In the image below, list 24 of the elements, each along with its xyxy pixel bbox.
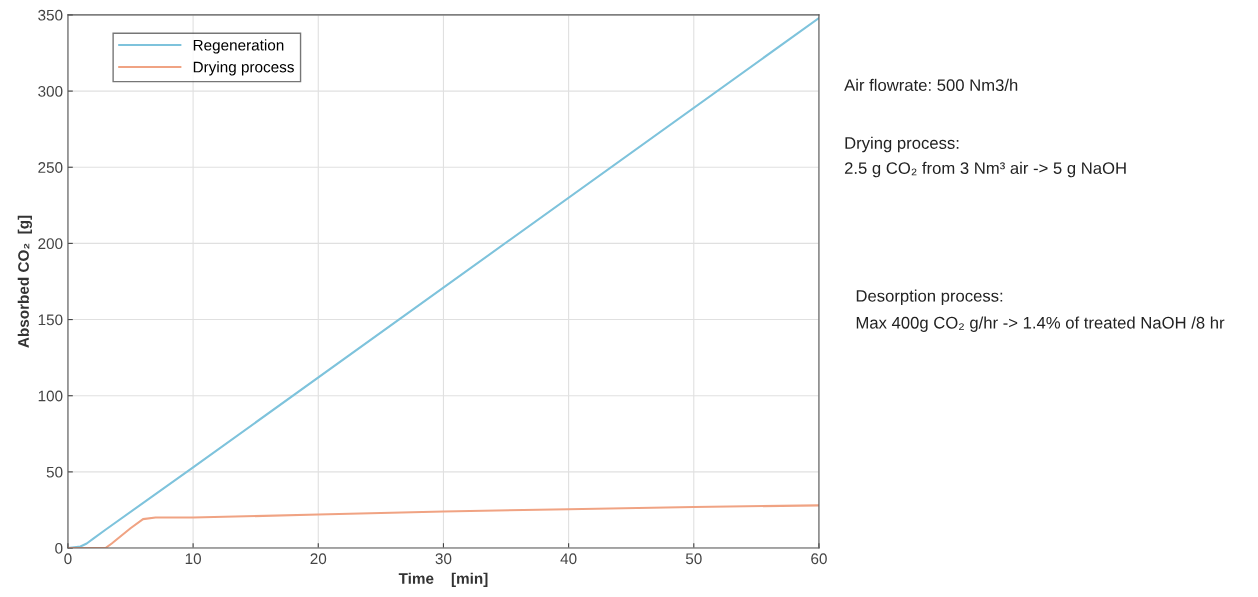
y-tick-label: 150 xyxy=(38,314,63,326)
y-tick-label: 100 xyxy=(38,390,63,402)
text: Desorption process: xyxy=(856,289,1003,306)
x-tick-label: 0 xyxy=(64,553,72,565)
y-tick-label: 250 xyxy=(38,162,63,173)
y-axis-title: Absorbed CO₂ [g] xyxy=(17,215,33,348)
legend-label: Drying process xyxy=(193,61,294,76)
y-tick-label: 50 xyxy=(46,466,63,478)
text: 2.5 g CO₂ from 3 Nm³ air -> 5 g NaOH xyxy=(844,161,1126,178)
legend-label: Regeneration xyxy=(193,39,284,54)
x-tick-label: 60 xyxy=(811,553,827,565)
text: Air flowrate: 500 Nm3/h xyxy=(844,78,1018,92)
text: Drying process: xyxy=(845,136,959,153)
y-tick-label: 0 xyxy=(55,542,63,554)
x-tick-label: 50 xyxy=(685,553,702,565)
y-tick-label: 300 xyxy=(38,85,63,97)
text: Max 400g CO₂ g/hr -> 1.4% of treated NaOH /8 hr xyxy=(856,316,1225,332)
y-tick-label: 350 xyxy=(38,9,63,21)
x-tick-label: 30 xyxy=(435,553,452,565)
x-axis-title: Time [min] xyxy=(398,572,488,587)
x-tick-label: 10 xyxy=(185,553,201,565)
y-tick-label: 200 xyxy=(38,238,63,250)
x-tick-label: 40 xyxy=(560,553,577,565)
x-tick-label: 20 xyxy=(310,553,327,565)
